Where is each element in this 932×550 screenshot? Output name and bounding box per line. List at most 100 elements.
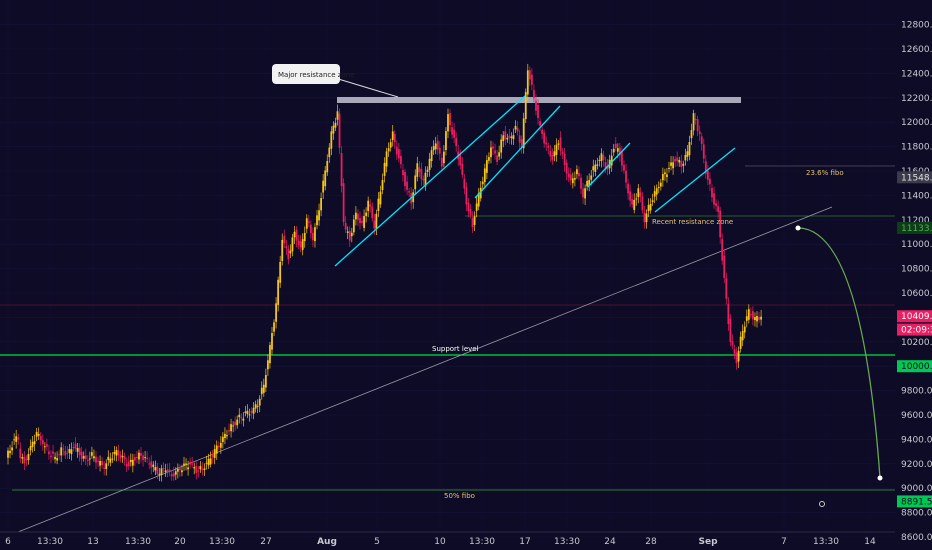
candle-body [676, 157, 679, 162]
candle-body [623, 164, 625, 171]
candle-body [674, 159, 677, 162]
candle-body [541, 129, 544, 135]
candle-body [461, 163, 464, 175]
candle-body [397, 149, 400, 159]
candle-body [105, 463, 108, 469]
candle-body [657, 187, 660, 189]
candle-body [672, 162, 674, 169]
candle-body [266, 360, 269, 370]
channel-line-3 [587, 142, 631, 188]
candle-body [580, 177, 582, 189]
candle-body [557, 143, 560, 145]
projection-end-dot [877, 475, 883, 481]
candle-body [289, 250, 292, 254]
candle-body [121, 455, 124, 457]
candle-body [74, 443, 77, 449]
candle-body [594, 164, 597, 172]
candle-body [316, 215, 318, 226]
candle-body [725, 278, 728, 299]
candle-body [416, 163, 419, 177]
price-tag-label: 11548.13 [901, 173, 932, 183]
candle-body [29, 446, 32, 451]
settings-icon[interactable] [819, 501, 825, 507]
candle-body [434, 143, 437, 150]
candle-body [15, 436, 18, 442]
candle-body [183, 463, 185, 466]
candle-body [230, 424, 232, 432]
candle-body [479, 187, 482, 199]
price-tag-box [897, 323, 932, 336]
price-axis[interactable]: 8600.00 8800.00 9000.00 9200.00 9400.00 9600.… [895, 0, 932, 550]
time-axis[interactable]: 6 13:30 13 13:30 20 13:30 27 Aug 5 10 13:30 17 13:30… [5, 537, 876, 547]
x-tick-label: 13 [87, 537, 98, 547]
candle-body [191, 463, 194, 465]
candle-body [414, 175, 417, 190]
candle-body [363, 216, 365, 228]
candle-body [547, 145, 550, 148]
candle-body [301, 239, 304, 250]
candle-body [760, 316, 762, 320]
candle-body [146, 457, 149, 459]
candle-body [645, 213, 648, 223]
candle-body [723, 255, 726, 278]
fib-50-label: 50% fibo [444, 492, 475, 500]
candle-body [103, 467, 106, 469]
candle-body [549, 150, 552, 157]
candle-body [158, 473, 161, 475]
y-tick-label: 9200.00 [901, 460, 932, 470]
price-axis-bg [895, 0, 932, 550]
candle-body [561, 151, 564, 154]
candle-body [602, 155, 605, 161]
candle-body [140, 453, 142, 456]
candle-body [41, 439, 44, 445]
candle-body [352, 219, 355, 233]
candle-body [518, 135, 521, 143]
candle-body [303, 233, 306, 242]
candle-body [598, 159, 601, 161]
candle-body [340, 152, 343, 186]
candle-body [156, 466, 159, 475]
candle-body [381, 180, 384, 191]
candle-body [668, 167, 670, 169]
candle-body [37, 433, 40, 436]
candle-body [375, 213, 378, 229]
candle-body [238, 414, 241, 418]
candle-body [694, 119, 697, 121]
candle-body [533, 90, 535, 99]
y-tick-label: 10200.00 [901, 338, 932, 348]
candle-body [463, 178, 466, 189]
candle-body [418, 167, 421, 173]
projection-curve [797, 227, 881, 479]
x-tick-label: 20 [174, 537, 186, 547]
candle-body [252, 407, 255, 414]
candle-body [430, 150, 433, 161]
candle-body [160, 468, 163, 475]
support-level-label: Support level [432, 345, 479, 353]
candle-body [496, 155, 499, 162]
candle-body [576, 169, 578, 175]
candle-body [23, 456, 26, 464]
candle-body [485, 160, 488, 173]
y-tick-label: 9800.00 [901, 387, 932, 397]
candle-body [322, 180, 325, 193]
candle-body [651, 200, 654, 202]
candle-body [70, 449, 73, 455]
price-tag-label: 8891.57 [901, 497, 932, 507]
candle-body [209, 458, 212, 465]
candle-body [277, 279, 280, 305]
candle-body [469, 208, 472, 215]
candle-body [307, 221, 310, 223]
candle-body [752, 311, 754, 320]
candle-body [653, 191, 656, 197]
candle-body [459, 153, 462, 166]
candle-body [592, 166, 595, 171]
callout-pointer [334, 77, 399, 98]
y-tick-label: 11000.00 [901, 240, 932, 250]
y-tick-label: 12400.00 [901, 69, 932, 79]
candle-body [318, 210, 320, 221]
candle-body [43, 446, 46, 448]
candle-body [498, 152, 501, 157]
candle-body [432, 146, 435, 151]
x-tick-label: 13:30 [209, 537, 235, 547]
